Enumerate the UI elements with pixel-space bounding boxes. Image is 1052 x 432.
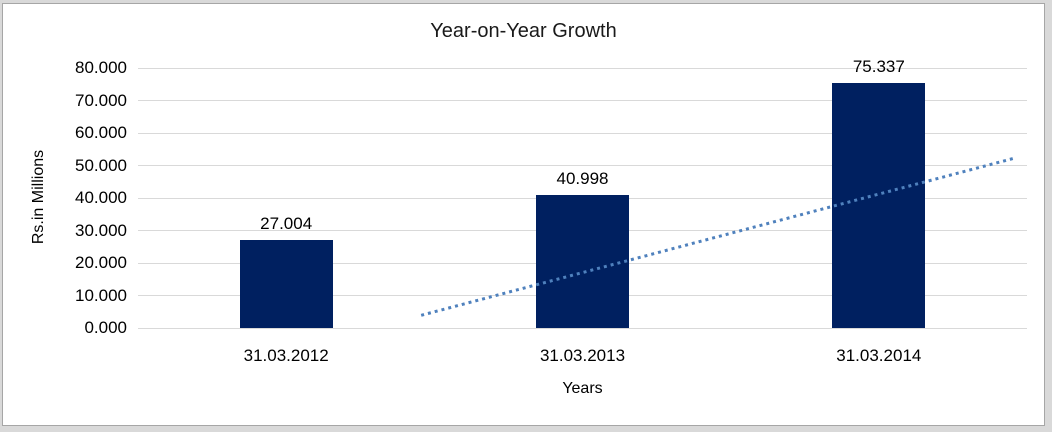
bar xyxy=(832,83,926,328)
bar xyxy=(536,194,629,328)
chart-canvas: Year-on-Year Growth Rs.in Millions 27.00… xyxy=(2,3,1045,426)
x-tick-label: 31.03.2014 xyxy=(836,346,922,365)
gridline xyxy=(138,67,1027,69)
y-tick-label: 50.000 xyxy=(75,155,127,175)
gridline xyxy=(138,132,1027,134)
data-label: 27.004 xyxy=(260,214,313,234)
y-tick-label: 80.000 xyxy=(75,58,127,77)
plot-area: 27.004 40.998 75.337 xyxy=(138,57,1027,329)
x-tick-label: 31.03.2012 xyxy=(243,346,329,365)
y-tick-label: 60.000 xyxy=(75,123,127,142)
bar xyxy=(239,240,333,328)
y-tick-label: 40.000 xyxy=(75,188,127,207)
data-label: 40.998 xyxy=(556,168,609,188)
data-label: 75.337 xyxy=(852,57,905,77)
y-tick-label: 10.000 xyxy=(75,285,127,305)
gridline xyxy=(138,165,1027,166)
y-tick-label: 0.000 xyxy=(84,318,127,337)
x-tick-label: 31.03.2013 xyxy=(539,346,626,365)
x-axis-title: Years xyxy=(562,380,603,397)
gridline xyxy=(138,100,1027,101)
chart-title: Year-on-Year Growth xyxy=(430,20,617,42)
gridline xyxy=(138,327,1027,329)
y-tick-label: 30.000 xyxy=(75,220,127,240)
y-tick-label: 70.000 xyxy=(75,90,127,110)
y-tick-label: 20.000 xyxy=(75,253,127,272)
